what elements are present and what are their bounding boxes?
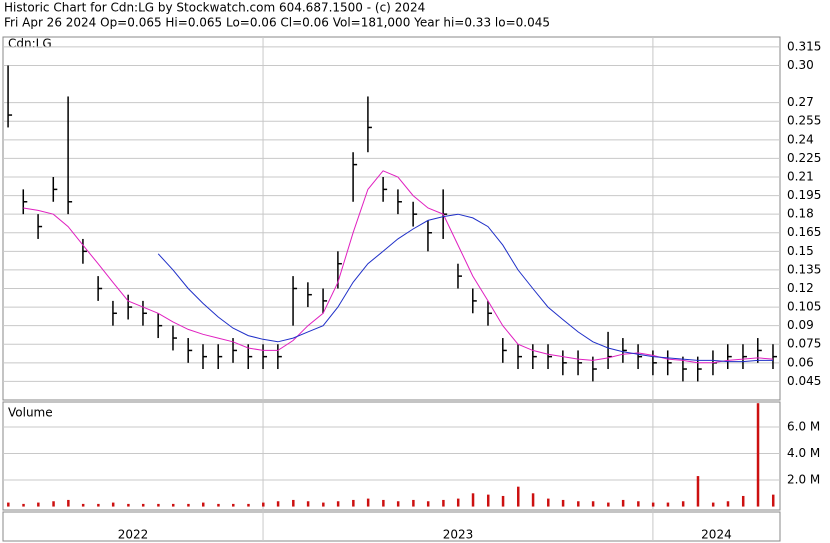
volume-panel <box>2 401 781 511</box>
volume-bar <box>217 503 220 507</box>
volume-bar <box>141 503 145 507</box>
moving-average <box>23 170 774 364</box>
volume-bar <box>202 502 205 507</box>
volume-bar <box>352 499 355 507</box>
y-tick-label: 0.27 <box>787 95 814 109</box>
volume-bar <box>7 502 10 507</box>
volume-bar <box>52 501 55 507</box>
y-tick-label: 0.255 <box>787 114 821 128</box>
volume-bar <box>741 495 745 507</box>
volume-bar <box>262 502 265 507</box>
y-tick-label: 0.075 <box>787 337 821 351</box>
volume-bar <box>651 502 655 507</box>
y-tick-label: 0.165 <box>787 225 821 239</box>
volume-bar <box>756 403 760 507</box>
panel-label: Cdn:LG <box>8 37 52 51</box>
volume-bar <box>726 501 730 507</box>
volume-bar <box>607 502 610 507</box>
moving-average <box>157 213 773 363</box>
volume-bar <box>81 503 85 507</box>
volume-bar <box>22 503 25 507</box>
volume-bar <box>666 502 670 507</box>
price-panel <box>2 36 781 401</box>
y-tick-label: 0.315 <box>787 39 821 53</box>
volume-bar <box>97 503 100 507</box>
volume-bar <box>171 503 175 507</box>
volume-bar <box>531 493 535 507</box>
volume-bar <box>456 498 460 507</box>
volume-bar <box>292 499 295 507</box>
volume-bar <box>366 498 370 507</box>
y-tick-label: 0.18 <box>787 207 814 221</box>
volume-bar <box>157 503 160 507</box>
x-tick-label: 2022 <box>118 528 149 542</box>
volume-bar <box>486 494 490 507</box>
y-tick-label: 0.135 <box>787 262 821 276</box>
volume-bar <box>547 498 550 507</box>
volume-bar <box>621 499 625 507</box>
volume-bar <box>471 493 475 507</box>
panel-label: Volume <box>8 406 53 420</box>
volume-bar <box>771 494 775 507</box>
volume-bar <box>276 501 280 507</box>
volume-bar <box>412 499 415 507</box>
y-tick-label: 0.225 <box>787 151 821 165</box>
y-tick-label: 0.195 <box>787 188 821 202</box>
volume-bar <box>517 486 520 507</box>
volume-bar <box>501 495 505 507</box>
volume-bar <box>681 501 685 507</box>
chart-title: Historic Chart for Cdn:LG by Stockwatch.… <box>4 1 425 15</box>
y-tick-label: 4.0 M <box>787 446 820 460</box>
volume-bar <box>322 502 325 507</box>
y-tick-label: 0.24 <box>787 132 814 146</box>
y-tick-label: 6.0 M <box>787 420 820 434</box>
y-tick-label: 2.0 M <box>787 473 820 487</box>
y-tick-label: 0.21 <box>787 169 814 183</box>
volume-bar <box>247 503 250 507</box>
date-strip <box>2 511 781 542</box>
volume-bar <box>306 501 310 507</box>
volume-bar <box>127 503 130 507</box>
y-tick-label: 0.15 <box>787 244 814 258</box>
y-tick-label: 0.045 <box>787 374 821 388</box>
volume-bar <box>67 499 70 507</box>
x-tick-label: 2023 <box>443 528 474 542</box>
volume-bar <box>396 501 400 507</box>
volume-bar <box>336 501 340 507</box>
volume-bar <box>382 499 385 507</box>
volume-bar <box>696 476 700 507</box>
volume-bar <box>711 502 715 507</box>
volume-bar <box>187 503 190 507</box>
volume-bar <box>37 502 40 507</box>
volume-bar <box>591 501 595 507</box>
y-tick-label: 0.30 <box>787 58 814 72</box>
volume-bar <box>426 501 430 507</box>
y-tick-label: 0.09 <box>787 318 814 332</box>
volume-bar <box>577 501 580 507</box>
volume-bar <box>561 499 565 507</box>
y-tick-label: 0.06 <box>787 355 814 369</box>
volume-bar <box>442 499 445 507</box>
volume-bar <box>111 502 115 507</box>
chart-subtitle: Fri Apr 26 2024 Op=0.065 Hi=0.065 Lo=0.0… <box>4 16 550 30</box>
x-tick-label: 2024 <box>701 528 732 542</box>
y-tick-label: 0.105 <box>787 300 821 314</box>
y-tick-label: 0.12 <box>787 281 814 295</box>
volume-bar <box>232 503 235 507</box>
volume-bar <box>637 501 640 507</box>
